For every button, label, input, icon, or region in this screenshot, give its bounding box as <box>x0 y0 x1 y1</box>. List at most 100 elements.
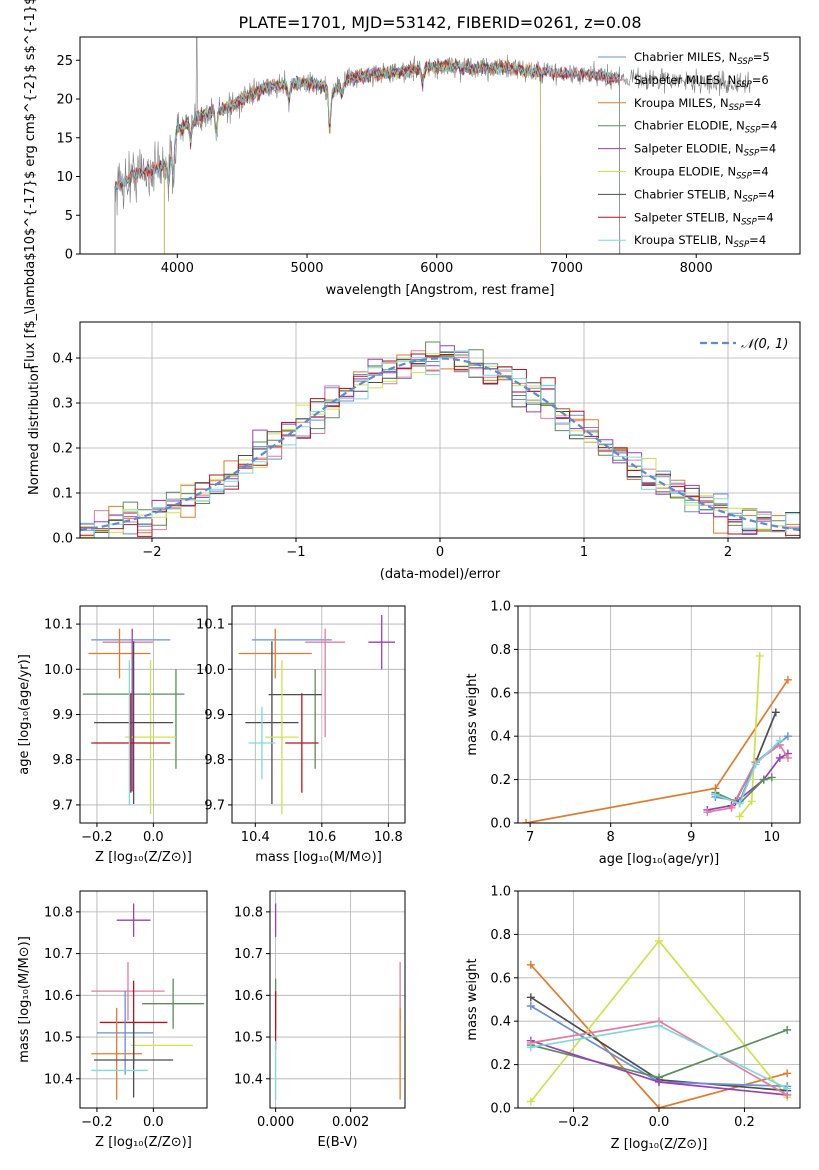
mass-vs-Z-ytick-label: 10.4 <box>44 1072 73 1087</box>
errorbar-point <box>248 706 276 780</box>
mass-vs-Z-xtick-label: 0.0 <box>143 1115 164 1130</box>
legend-entry: Salpeter MILES, NSSP=6 <box>634 73 769 90</box>
age-vs-mass-ytick-label: 9.7 <box>204 798 225 813</box>
spectrum-ytick-label: 15 <box>56 131 73 146</box>
age-vs-mass-ytick-label: 10.0 <box>196 663 225 678</box>
errorbar-point <box>88 628 151 679</box>
age-vs-mass-plot-area <box>238 615 396 814</box>
age-vs-mass-ytick-label: 9.9 <box>204 708 225 723</box>
errorbar-point <box>116 903 151 937</box>
mass-vs-Z-ylabel: mass [log₁₀(M/M⊙)] <box>17 936 32 1063</box>
mass-vs-Z-xtick-label: −0.2 <box>81 1115 113 1130</box>
residuals-frame <box>79 321 801 539</box>
spectrum-xtick-label: 6000 <box>420 261 453 276</box>
legend-model-name: Chabrier STELIB <box>634 187 726 201</box>
age-vs-mass-xtick-label: 10.8 <box>374 830 403 845</box>
legend-nssp-eq: = <box>749 233 759 247</box>
residuals-ytick-label: 0.4 <box>52 352 73 367</box>
mass-vs-EBV-frame <box>269 890 406 1109</box>
residuals-xtick-label: 1 <box>580 545 588 560</box>
errorbar-point <box>368 615 396 670</box>
legend-entry: Kroupa STELIB, NSSP=4 <box>634 233 766 250</box>
weight-vs-Z-ytick-label: 0.0 <box>490 1102 511 1117</box>
mass-vs-EBV-ytick-label: 10.5 <box>234 1031 263 1046</box>
normal-legend-label: 𝒩(0, 1) <box>741 337 788 352</box>
weight-vs-age-ylabel: mass weight <box>465 673 480 755</box>
legend-nssp-value: 6 <box>761 73 768 87</box>
legend-entry: Salpeter ELODIE, NSSP=4 <box>634 142 776 159</box>
legend-nssp-value: 4 <box>766 210 773 224</box>
errorbar-point <box>91 693 171 793</box>
mass-weight-marker <box>735 799 744 808</box>
legend-model-name: Salpeter ELODIE <box>634 142 728 156</box>
legend-nssp-value: 4 <box>769 142 776 156</box>
mass-weight-marker <box>783 1025 792 1034</box>
legend-entry: Salpeter STELIB, NSSP=4 <box>634 210 774 227</box>
weight-vs-age-ytick-label: 0.6 <box>490 686 511 701</box>
mass-vs-EBV-ytick-label: 10.6 <box>234 989 263 1004</box>
mass-weight-marker <box>526 993 535 1002</box>
mass-vs-Z-plot-area <box>91 903 205 1100</box>
weight-vs-age-ytick-label: 0.4 <box>490 730 511 745</box>
age-vs-Z-frame <box>79 605 208 824</box>
mass-weight-marker <box>703 808 712 817</box>
model-spectrum-line <box>114 59 621 254</box>
residual-histogram-step <box>80 350 800 538</box>
residuals-ytick-label: 0.2 <box>52 442 73 457</box>
mass-vs-EBV-xlabel: E(B-V) <box>317 1135 357 1150</box>
legend-nssp-eq: = <box>752 73 762 87</box>
mass-weight-line <box>715 776 773 805</box>
residuals-xtick-label: 2 <box>724 545 732 560</box>
errorbar-point <box>285 693 319 793</box>
errorbar-point <box>91 961 165 1021</box>
legend-nssp-eq: = <box>752 165 762 179</box>
age-vs-mass-xtick-label: 10.4 <box>241 830 270 845</box>
legend-nssp-sub: SSP <box>729 103 745 113</box>
errorbar-point <box>265 660 299 814</box>
weight-vs-Z-panel: −0.2 0.0 0.2 0.0 0.2 0.4 0.6 0.8 1.0 Z [log₁₀(Z/Z… <box>465 885 801 1152</box>
legend-nssp-value: 4 <box>761 165 768 179</box>
mass-weight-marker <box>759 775 768 784</box>
weight-vs-age-xlabel: age [log₁₀(age/yr)] <box>599 852 720 867</box>
mass-weight-line <box>715 739 781 805</box>
weight-vs-age-frame <box>517 605 801 824</box>
legend-nssp-sub: SSP <box>736 172 752 182</box>
mass-weight-marker <box>783 1069 792 1078</box>
errorbar-point <box>238 628 312 679</box>
legend-nssp-eq: = <box>753 50 763 64</box>
weight-vs-age-xtick-label: 10 <box>764 830 781 845</box>
legend-nssp-sub: SSP <box>736 80 752 90</box>
mass-vs-Z-ytick-label: 10.5 <box>44 1031 73 1046</box>
legend-nssp-sub: SSP <box>734 240 750 250</box>
residuals-ytick-label: 0.1 <box>52 487 73 502</box>
legend-nssp-label: , N <box>728 142 744 156</box>
weight-vs-age-ytick-label: 1.0 <box>490 600 511 615</box>
legend-model-name: Kroupa STELIB <box>634 233 718 247</box>
legend-nssp-eq: = <box>759 142 769 156</box>
legend-nssp-eq: = <box>758 187 768 201</box>
legend-nssp-label: , N <box>720 73 736 87</box>
spectrum-ytick-label: 20 <box>56 93 73 108</box>
model-spectrum-line <box>114 58 621 254</box>
spectrum-ytick-label: 10 <box>56 170 73 185</box>
mass-weight-marker <box>526 1002 535 1011</box>
model-spectrum-line <box>114 57 621 254</box>
mass-vs-Z-xlabel: Z [log₁₀(Z/Z⊙)] <box>95 1135 192 1150</box>
mass-vs-EBV-ytick-label: 10.8 <box>234 905 263 920</box>
legend-nssp-label: , N <box>713 96 729 110</box>
weight-vs-Z-xtick-label: −0.2 <box>558 1115 590 1130</box>
weight-vs-Z-ylabel: mass weight <box>465 958 480 1040</box>
age-vs-Z-ytick-label: 9.8 <box>52 753 73 768</box>
model-spectrum-line <box>114 58 621 254</box>
legend-nssp-eq: = <box>760 119 770 133</box>
spectrum-plot-area <box>114 37 751 254</box>
legend-nssp-sub: SSP <box>742 194 758 204</box>
legend-model-name: Salpeter MILES <box>634 73 720 87</box>
legend-nssp-value: 4 <box>770 119 777 133</box>
legend-nssp-value: 4 <box>768 187 775 201</box>
errorbar-point <box>245 641 299 805</box>
weight-vs-age-ytick-label: 0.2 <box>490 773 511 788</box>
errorbar-point <box>94 641 174 805</box>
model-spectrum-line <box>163 58 541 254</box>
